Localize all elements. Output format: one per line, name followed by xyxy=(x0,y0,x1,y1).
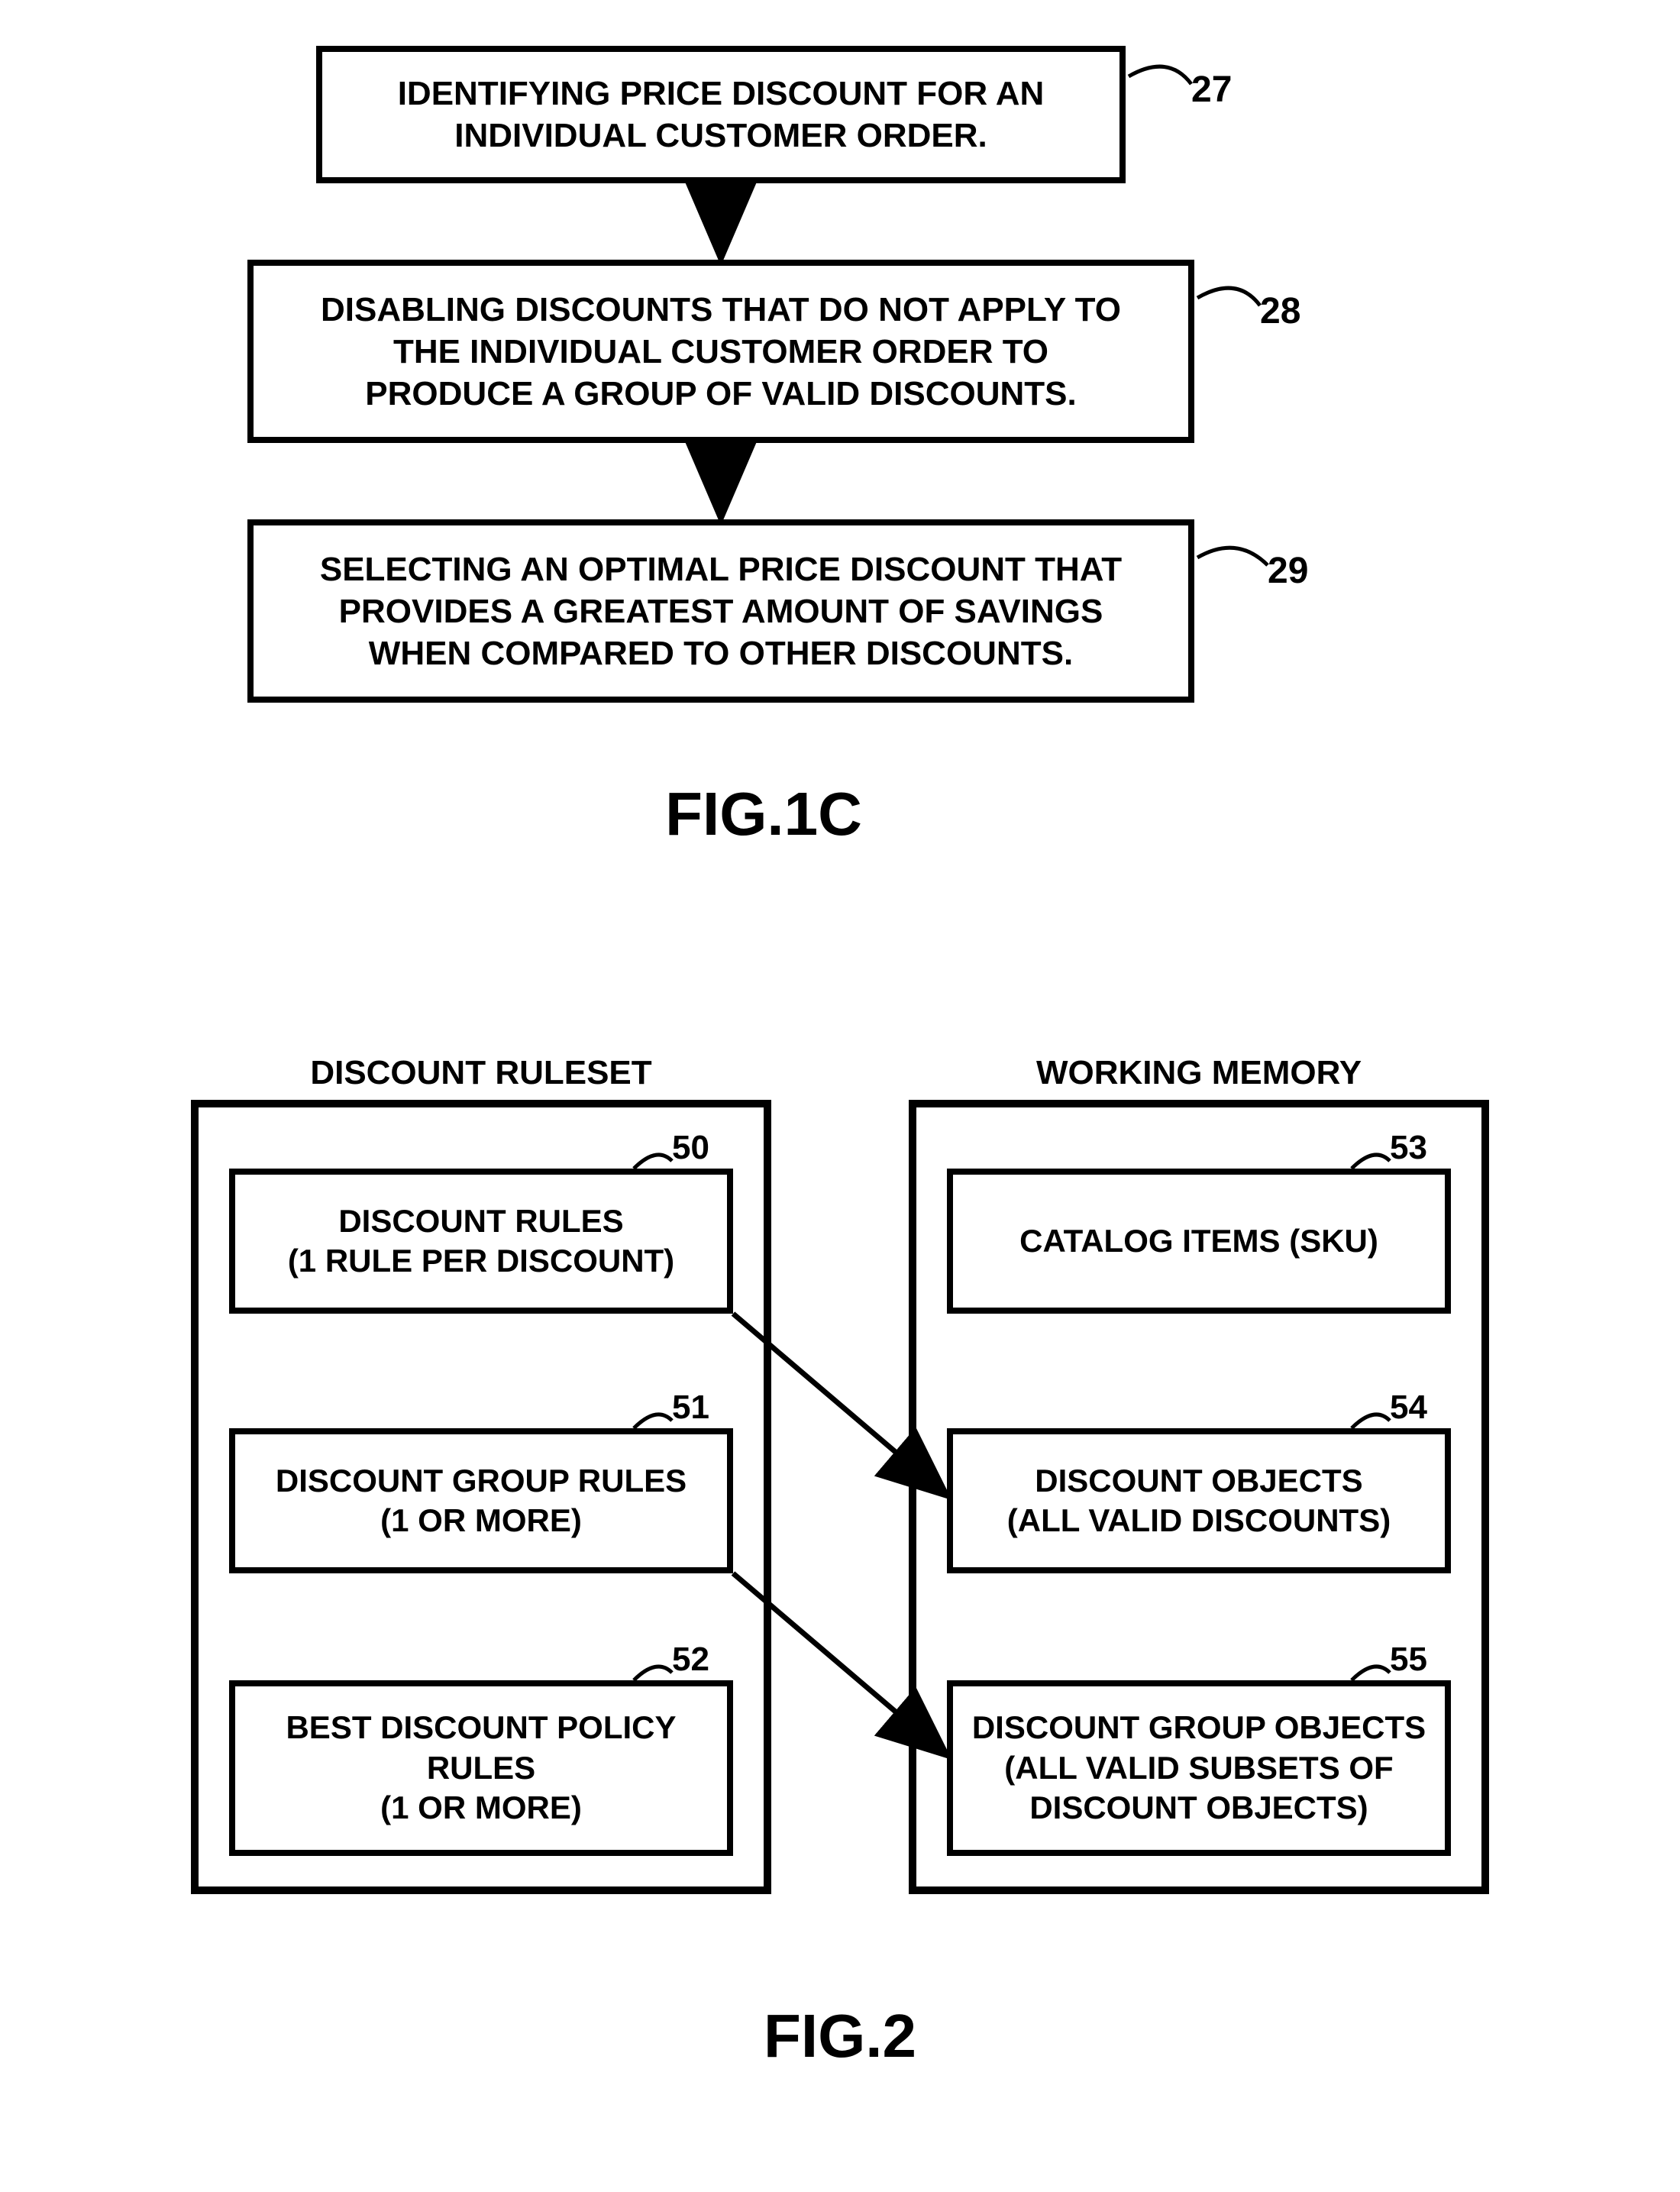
ref-55: 55 xyxy=(1390,1641,1427,1679)
box-55-text: DISCOUNT GROUP OBJECTS (ALL VALID SUBSET… xyxy=(972,1708,1426,1828)
ref-54: 54 xyxy=(1390,1389,1427,1427)
ref-50: 50 xyxy=(672,1129,709,1167)
box-51: DISCOUNT GROUP RULES (1 OR MORE) xyxy=(229,1428,733,1573)
flow-box-27: IDENTIFYING PRICE DISCOUNT FOR AN INDIVI… xyxy=(316,46,1126,183)
box-54: DISCOUNT OBJECTS (ALL VALID DISCOUNTS) xyxy=(947,1428,1451,1573)
ref-53: 53 xyxy=(1390,1129,1427,1167)
flow-box-28: DISABLING DISCOUNTS THAT DO NOT APPLY TO… xyxy=(247,260,1194,443)
box-50-text: DISCOUNT RULES (1 RULE PER DISCOUNT) xyxy=(288,1201,674,1282)
flow-box-29: SELECTING AN OPTIMAL PRICE DISCOUNT THAT… xyxy=(247,519,1194,703)
ref-51: 51 xyxy=(672,1389,709,1427)
box-50: DISCOUNT RULES (1 RULE PER DISCOUNT) xyxy=(229,1169,733,1314)
left-header: DISCOUNT RULESET xyxy=(191,1054,771,1092)
ref-28: 28 xyxy=(1260,290,1300,332)
ref-29: 29 xyxy=(1268,550,1308,592)
ref-27: 27 xyxy=(1191,69,1232,111)
flow-box-29-text: SELECTING AN OPTIMAL PRICE DISCOUNT THAT… xyxy=(320,548,1122,674)
fig2-title: FIG.2 xyxy=(0,2001,1680,2071)
flow-box-28-text: DISABLING DISCOUNTS THAT DO NOT APPLY TO… xyxy=(321,289,1121,415)
fig1c-title: FIG.1C xyxy=(0,779,1527,849)
flow-box-27-text: IDENTIFYING PRICE DISCOUNT FOR AN INDIVI… xyxy=(398,73,1045,157)
box-55: DISCOUNT GROUP OBJECTS (ALL VALID SUBSET… xyxy=(947,1680,1451,1856)
box-53-text: CATALOG ITEMS (SKU) xyxy=(1019,1221,1378,1262)
box-53: CATALOG ITEMS (SKU) xyxy=(947,1169,1451,1314)
box-52: BEST DISCOUNT POLICY RULES (1 OR MORE) xyxy=(229,1680,733,1856)
ref-52: 52 xyxy=(672,1641,709,1679)
diagram-canvas: IDENTIFYING PRICE DISCOUNT FOR AN INDIVI… xyxy=(0,0,1680,2192)
box-52-text: BEST DISCOUNT POLICY RULES (1 OR MORE) xyxy=(286,1708,676,1828)
box-51-text: DISCOUNT GROUP RULES (1 OR MORE) xyxy=(276,1461,687,1541)
box-54-text: DISCOUNT OBJECTS (ALL VALID DISCOUNTS) xyxy=(1007,1461,1391,1541)
right-header: WORKING MEMORY xyxy=(909,1054,1489,1092)
